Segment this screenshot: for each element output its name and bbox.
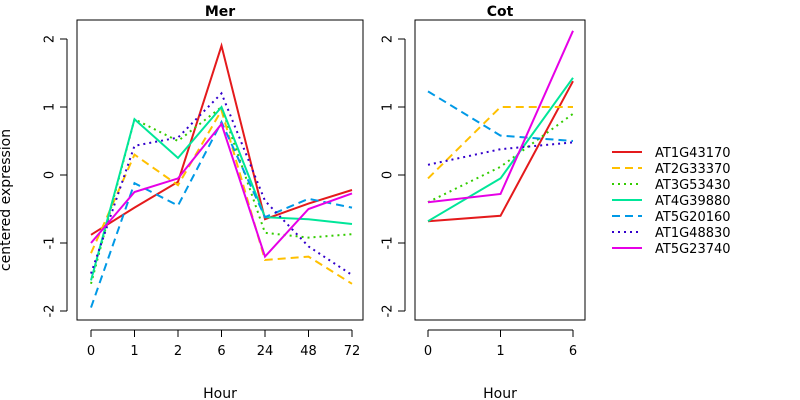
y-tick-label-mer: 2 <box>43 35 58 43</box>
y-tick-label-cot: -1 <box>381 237 396 250</box>
y-tick-label-cot: 0 <box>381 171 396 179</box>
series-line-mer-at4g39880 <box>90 105 353 281</box>
series-line-cot-at1g48830 <box>427 141 574 166</box>
series-line-mer-at1g48830 <box>90 91 353 276</box>
legend-label-at2g33370: AT2G33370 <box>655 162 731 177</box>
series-line-cot-at5g23740 <box>427 30 574 204</box>
legend: AT1G43170AT2G33370AT3G53430AT4G39880AT5G… <box>612 146 731 257</box>
x-tick-label-cot: 6 <box>569 344 577 359</box>
y-tick-label-mer: -2 <box>43 305 58 318</box>
legend-label-at1g43170: AT1G43170 <box>655 146 731 161</box>
series-line-mer-at1g43170 <box>90 42 353 236</box>
x-axis-label-mer: Hour <box>203 386 237 400</box>
x-tick-label-mer: 6 <box>217 344 225 359</box>
x-tick-label-mer: 2 <box>174 344 182 359</box>
legend-label-at4g39880: AT4G39880 <box>655 194 731 209</box>
x-tick-label-mer: 0 <box>87 344 95 359</box>
plot-frame-cot <box>414 19 586 321</box>
y-tick-label-cot: 1 <box>381 103 396 111</box>
y-tick-label-cot: 2 <box>381 35 396 43</box>
y-tick-label-mer: 0 <box>43 171 58 179</box>
x-tick-label-cot: 0 <box>424 344 432 359</box>
panel-mer: Mer Hour -2 -1 0 1 2 0 1 2 6 24 48 72 <box>43 4 364 400</box>
x-tick-label-mer: 24 <box>257 344 274 359</box>
y-tick-label-mer: -1 <box>43 237 58 250</box>
x-axis-label-cot: Hour <box>483 386 517 400</box>
series-line-mer-at5g23740 <box>90 121 353 259</box>
y-tick-label-cot: -2 <box>381 305 396 318</box>
legend-label-at3g53430: AT3G53430 <box>655 178 731 193</box>
series-line-mer-at2g33370 <box>90 107 353 285</box>
y-tick-label-mer: 1 <box>43 103 58 111</box>
legend-label-at1g48830: AT1G48830 <box>655 226 731 241</box>
series-line-mer-at5g20160 <box>90 119 353 308</box>
x-tick-label-mer: 1 <box>130 344 138 359</box>
series-line-cot-at1g43170 <box>427 80 574 223</box>
x-tick-label-mer: 72 <box>344 344 361 359</box>
y-axis-label: centered expression <box>0 129 14 271</box>
series-line-cot-at5g20160 <box>427 90 574 142</box>
plot-frame-mer <box>76 19 364 321</box>
legend-label-at5g20160: AT5G20160 <box>655 210 731 225</box>
series-line-cot-at4g39880 <box>427 77 574 223</box>
panel-cot: Cot Hour -2 -1 0 1 2 0 1 6 <box>381 4 586 400</box>
x-tick-label-mer: 48 <box>300 344 317 359</box>
series-line-mer-at3g53430 <box>90 105 353 285</box>
series-line-cot-at2g33370 <box>427 106 573 180</box>
panel-title-cot: Cot <box>487 4 514 20</box>
panel-title-mer: Mer <box>205 4 235 20</box>
x-tick-label-cot: 1 <box>496 344 504 359</box>
legend-label-at5g23740: AT5G23740 <box>655 242 731 257</box>
